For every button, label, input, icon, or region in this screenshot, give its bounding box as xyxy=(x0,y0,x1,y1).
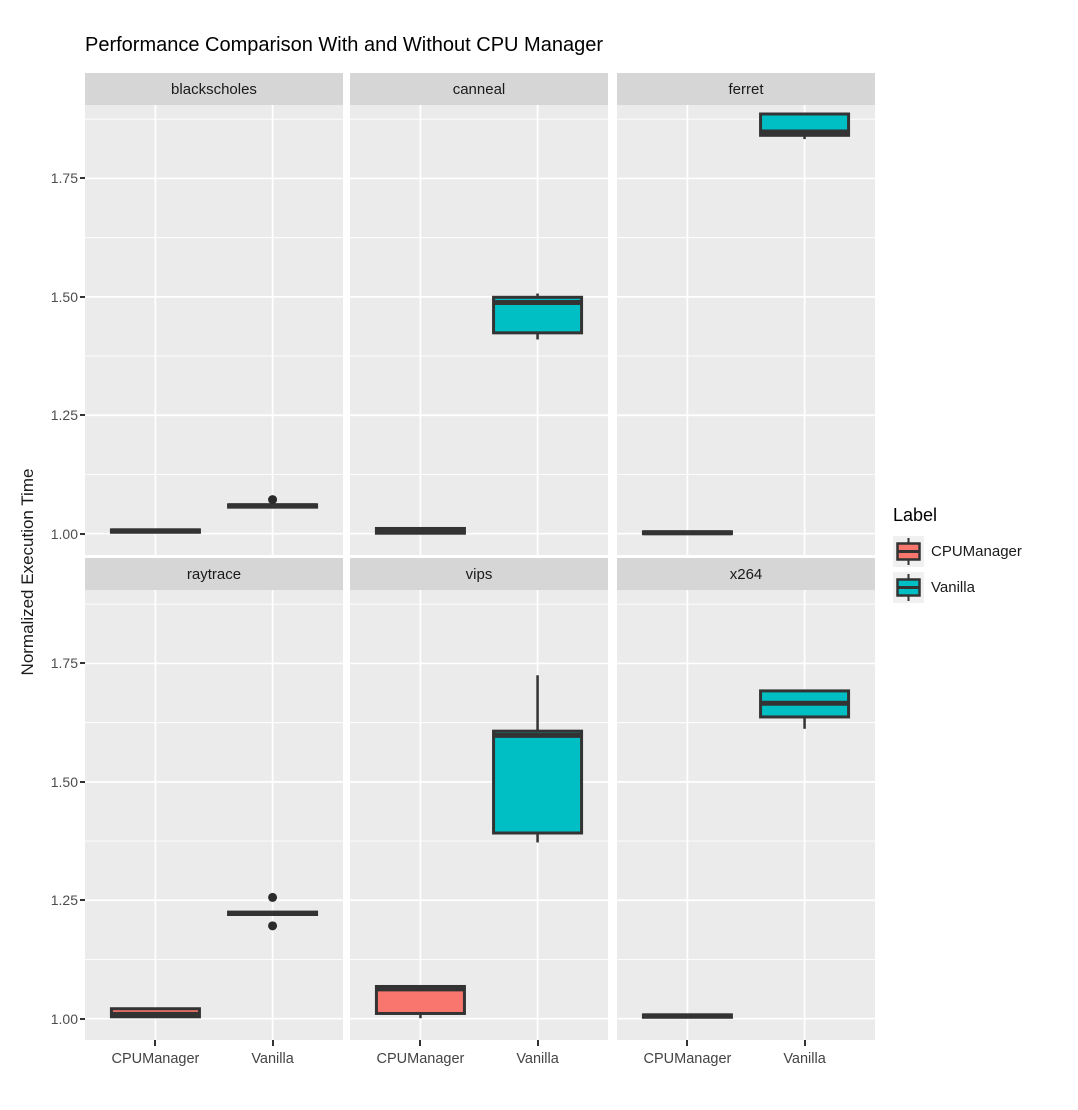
y-tick-mark xyxy=(80,1017,85,1020)
facet-strip-ferret: ferret xyxy=(617,73,875,105)
chart-title: Performance Comparison With and Without … xyxy=(85,34,603,56)
x-tick-label: Vanilla xyxy=(783,1051,826,1067)
y-tick-label: 1.25 xyxy=(50,892,78,909)
y-tick-mark xyxy=(80,295,85,298)
boxplot-canneal-Vanilla xyxy=(492,293,584,340)
y-tick-mark xyxy=(80,899,85,902)
x-tick-mark xyxy=(536,1040,539,1046)
boxplot-x264-CPUManager xyxy=(641,1013,733,1019)
x-tick-mark xyxy=(803,1040,806,1046)
y-tick-label: 1.00 xyxy=(50,1010,78,1027)
facet-panel-vips xyxy=(350,590,608,1040)
x-tick-label: Vanilla xyxy=(251,1051,294,1067)
legend-item-cpumanager: CPUManager xyxy=(893,536,1078,567)
legend-title: Label xyxy=(893,505,938,525)
legend-item-label: CPUManager xyxy=(931,543,1022,560)
facet-plot-raytrace xyxy=(85,590,343,1040)
y-tick-mark xyxy=(80,532,85,535)
legend-items: CPUManager Vanilla xyxy=(893,536,1078,603)
y-tick-mark xyxy=(80,177,85,180)
x-tick-mark xyxy=(686,1040,689,1046)
legend: Label CPUManager Vanilla xyxy=(893,505,1078,608)
y-tick-mark xyxy=(80,662,85,665)
facet-plot-ferret xyxy=(617,105,875,555)
boxplot-vips-CPUManager xyxy=(374,984,466,1019)
facet-plot-blackscholes xyxy=(85,105,343,555)
y-tick-mark xyxy=(80,780,85,783)
facet-panel-ferret xyxy=(617,105,875,555)
facet-panel-x264 xyxy=(617,590,875,1040)
x-tick-mark xyxy=(154,1040,157,1046)
facet-strip-x264: x264 xyxy=(617,558,875,590)
y-tick-mark xyxy=(80,414,85,417)
box-iqr xyxy=(492,729,584,835)
boxplot-raytrace-CPUManager xyxy=(109,1007,201,1019)
facet-plot-vips xyxy=(350,590,608,1040)
legend-key-boxplot-icon xyxy=(893,572,924,603)
y-tick-label: 1.50 xyxy=(50,288,78,305)
x-tick-mark xyxy=(271,1040,274,1046)
x-tick-label: CPUManager xyxy=(643,1051,732,1067)
facet-strip-vips: vips xyxy=(350,558,608,590)
y-axis-title: Normalized Execution Time xyxy=(18,468,37,676)
facet-strip-raytrace: raytrace xyxy=(85,558,343,590)
outlier-point xyxy=(268,921,278,931)
y-tick-label: 1.25 xyxy=(50,407,78,424)
boxplot-vips-Vanilla xyxy=(492,675,584,843)
y-tick-label: 1.75 xyxy=(50,170,78,187)
boxplot-raytrace-Vanilla xyxy=(227,892,319,931)
boxplot-blackscholes-Vanilla xyxy=(227,495,319,509)
facet-plot-canneal xyxy=(350,105,608,555)
outlier-point xyxy=(268,892,278,902)
facet-strip-blackscholes: blackscholes xyxy=(85,73,343,105)
facet-panel-blackscholes xyxy=(85,105,343,555)
y-tick-label: 1.50 xyxy=(50,773,78,790)
x-tick-label: CPUManager xyxy=(111,1051,200,1067)
y-tick-label: 1.75 xyxy=(50,655,78,672)
facet-strip-canneal: canneal xyxy=(350,73,608,105)
legend-key-boxplot-icon xyxy=(893,536,924,567)
facet-plot-x264 xyxy=(617,590,875,1040)
facet-panel-raytrace xyxy=(85,590,343,1040)
legend-item-label: Vanilla xyxy=(931,579,975,596)
facet-panel-canneal xyxy=(350,105,608,555)
boxplot-x264-Vanilla xyxy=(759,689,851,729)
x-tick-label: CPUManager xyxy=(376,1051,465,1067)
boxplot-blackscholes-CPUManager xyxy=(109,528,201,534)
boxplot-ferret-Vanilla xyxy=(759,112,851,140)
boxplot-ferret-CPUManager xyxy=(641,530,733,536)
legend-item-vanilla: Vanilla xyxy=(893,572,1078,603)
boxplot-canneal-CPUManager xyxy=(374,526,466,535)
x-tick-label: Vanilla xyxy=(516,1051,559,1067)
y-tick-label: 1.00 xyxy=(50,525,78,542)
x-tick-mark xyxy=(419,1040,422,1046)
outlier-point xyxy=(268,495,278,505)
